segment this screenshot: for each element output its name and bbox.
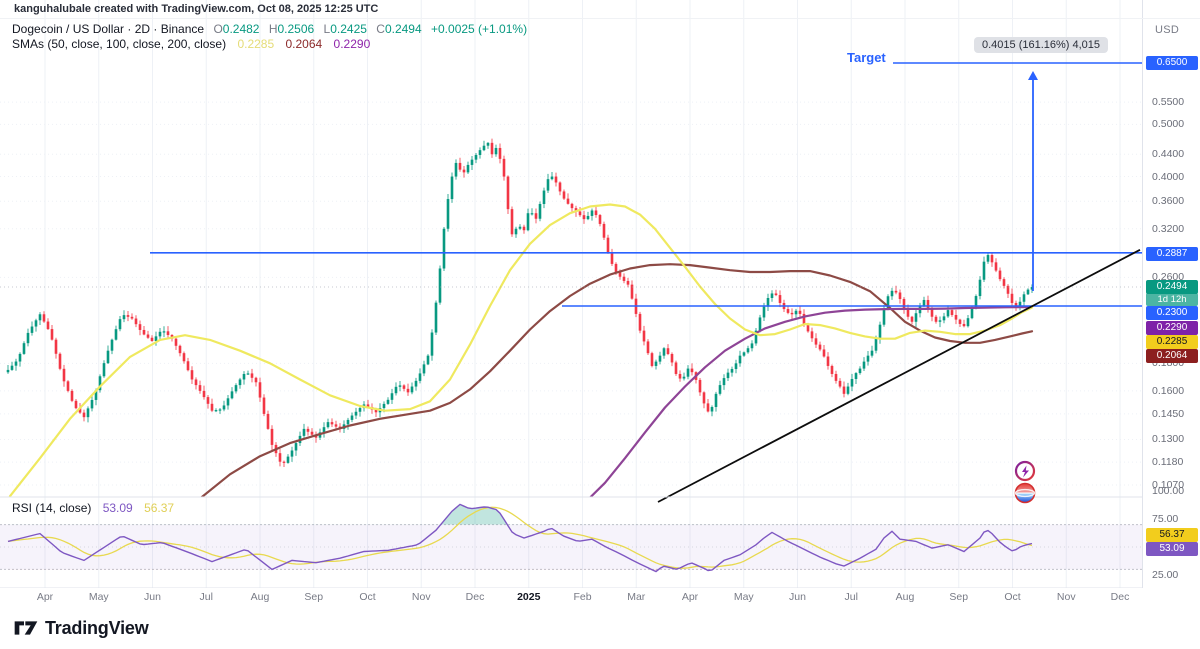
rsi-tick-100.00: 100.00 <box>1152 485 1185 497</box>
open-label: O <box>213 22 223 36</box>
target-arrow-head <box>1028 71 1038 80</box>
price-chart-svg[interactable] <box>0 0 1143 607</box>
time-tick-Dec: Dec <box>1110 591 1130 603</box>
open-value: 0.2482 <box>222 22 260 36</box>
high-value: 0.2506 <box>277 22 315 36</box>
sma200-line <box>589 305 1034 497</box>
rsi-tick-25.00: 25.00 <box>1152 569 1179 581</box>
axis-tag-56.37: 56.37 <box>1146 528 1198 542</box>
time-tick-Mar: Mar <box>627 591 646 603</box>
axis-tag-53.09: 53.09 <box>1146 542 1198 556</box>
sma-legend-row[interactable]: SMAs (50, close, 100, close, 200, close)… <box>12 37 527 52</box>
rsi-tick-75.00: 75.00 <box>1152 513 1179 525</box>
price-tick-0.4000: 0.4000 <box>1152 170 1185 183</box>
candles-layer <box>6 138 1034 468</box>
time-tick-Jun: Jun <box>789 591 806 603</box>
time-tick-Sep: Sep <box>304 591 324 603</box>
sticker-drawings[interactable] <box>1012 459 1042 507</box>
rsi-ma-value: 56.37 <box>144 501 175 515</box>
currency-label: USD <box>1155 24 1180 36</box>
sma-label: SMAs (50, close, 100, close, 200, close) <box>12 37 227 51</box>
target-tooltip: 0.4015 (161.16%) 4,015 <box>974 37 1109 53</box>
high-label: H <box>268 22 278 36</box>
price-tick-0.5500: 0.5500 <box>1152 96 1185 109</box>
sma100-value: 0.2064 <box>285 37 323 51</box>
sma50-line <box>8 203 1034 497</box>
time-tick-Nov: Nov <box>1056 591 1076 603</box>
time-tick-Jul: Jul <box>199 591 213 603</box>
symbol-legend-row[interactable]: Dogecoin / US Dollar · 2D · Binance O0.2… <box>12 22 527 37</box>
axis-tag-0.2300: 0.2300 <box>1146 306 1198 320</box>
time-tick-Apr: Apr <box>36 591 54 603</box>
ascending-trendline[interactable] <box>657 248 1141 503</box>
price-tick-0.3200: 0.3200 <box>1152 222 1185 235</box>
price-tick-0.1600: 0.1600 <box>1152 384 1185 397</box>
rsi-value: 53.09 <box>102 501 133 515</box>
chart-canvas[interactable]: Dogecoin / US Dollar · 2D · Binance O0.2… <box>0 0 1143 607</box>
price-tick-0.1450: 0.1450 <box>1152 407 1185 420</box>
time-tick-2025: 2025 <box>517 591 541 603</box>
rsi-ma-line <box>7 506 1033 569</box>
attribution-bar: kanguhalubale created with TradingView.c… <box>0 0 1200 19</box>
rsi-label: RSI (14, close) <box>12 501 92 515</box>
rsi-pane <box>0 503 1143 573</box>
tradingview-brand-text[interactable]: TradingView <box>45 617 149 638</box>
low-label: L <box>323 22 331 36</box>
footer-bar: TradingView <box>0 607 1200 649</box>
price-tick-0.1180: 0.1180 <box>1152 456 1184 469</box>
time-axis[interactable]: Apr May Jun Jul Aug Sep Oct Nov Dec 2025 Feb Mar Apr… <box>0 588 1143 607</box>
time-tick-Apr: Apr <box>681 591 699 603</box>
time-tick-Aug: Aug <box>250 591 270 603</box>
price-tick-0.1070: 0.1070 <box>1152 478 1185 491</box>
axis-tag-1d-12h: 1d 12h <box>1146 293 1198 306</box>
sma50-value: 0.2285 <box>237 37 275 51</box>
price-pane <box>6 138 1034 497</box>
axis-tag-0.2887: 0.2887 <box>1146 247 1198 261</box>
time-tick-Oct: Oct <box>1004 591 1021 603</box>
axis-tag-0.2494: 0.2494 <box>1146 280 1198 294</box>
lightning-sticker-icon[interactable] <box>1012 459 1038 507</box>
target-drawing-label[interactable]: Target <box>847 50 886 65</box>
sma100-line <box>200 263 1034 497</box>
sma200-value: 0.2290 <box>333 37 371 51</box>
price-tick-0.4400: 0.4400 <box>1152 148 1185 161</box>
close-label: C <box>376 22 385 36</box>
change-value: +0.0025 (+1.01%) <box>431 22 528 36</box>
time-tick-Jun: Jun <box>144 591 161 603</box>
low-value: 0.2425 <box>330 22 367 36</box>
time-tick-Dec: Dec <box>465 591 485 603</box>
time-tick-Oct: Oct <box>359 591 376 603</box>
time-tick-Aug: Aug <box>895 591 915 603</box>
price-tick-0.1300: 0.1300 <box>1152 433 1185 446</box>
time-tick-May: May <box>88 591 109 603</box>
axis-tag-0.2285: 0.2285 <box>1146 335 1198 349</box>
time-tick-Feb: Feb <box>573 591 592 603</box>
time-tick-Jul: Jul <box>844 591 858 603</box>
axis-tag-0.2064: 0.2064 <box>1146 349 1198 363</box>
rsi-line <box>7 503 1033 573</box>
axis-tag-0.2290: 0.2290 <box>1146 321 1198 335</box>
axis-tag-0.6500: 0.6500 <box>1146 56 1198 70</box>
time-tick-Nov: Nov <box>411 591 431 603</box>
price-axis[interactable]: USD 0.5500 0.5000 0.4400 0.4000 0.3600 0.3200… <box>1145 0 1200 607</box>
grid-layer <box>0 0 1143 588</box>
rsi-legend-row[interactable]: RSI (14, close) 53.09 56.37 <box>12 501 174 515</box>
chart-legend: Dogecoin / US Dollar · 2D · Binance O0.2… <box>12 22 527 52</box>
close-value: 0.2494 <box>384 22 422 36</box>
price-tick-0.3600: 0.3600 <box>1152 195 1185 208</box>
price-tick-0.5000: 0.5000 <box>1152 118 1185 131</box>
tradingview-logo-icon[interactable] <box>14 616 38 640</box>
symbol-title: Dogecoin / US Dollar · 2D · Binance <box>12 22 205 36</box>
time-tick-Sep: Sep <box>949 591 969 603</box>
time-tick-May: May <box>733 591 754 603</box>
